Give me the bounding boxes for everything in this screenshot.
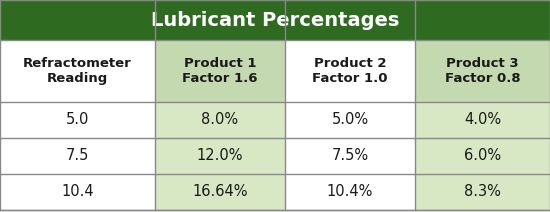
Bar [0, 174, 155, 210]
Text: 7.5%: 7.5% [332, 148, 368, 163]
Bar [285, 138, 415, 174]
Text: 10.4: 10.4 [61, 184, 94, 199]
Text: Product 1
Factor 1.6: Product 1 Factor 1.6 [182, 57, 258, 85]
Bar [0, 0, 550, 40]
Text: 8.3%: 8.3% [464, 184, 501, 199]
Text: 5.0%: 5.0% [332, 113, 368, 127]
Bar [415, 174, 550, 210]
Bar [285, 174, 415, 210]
Bar [0, 138, 155, 174]
Bar [155, 40, 285, 102]
Text: 4.0%: 4.0% [464, 113, 501, 127]
Bar [155, 102, 285, 138]
Text: 10.4%: 10.4% [327, 184, 373, 199]
Bar [0, 102, 155, 138]
Text: 6.0%: 6.0% [464, 148, 501, 163]
Text: 8.0%: 8.0% [201, 113, 239, 127]
Text: Refractometer
Reading: Refractometer Reading [23, 57, 132, 85]
Text: 12.0%: 12.0% [197, 148, 243, 163]
Text: Product 2
Factor 1.0: Product 2 Factor 1.0 [312, 57, 388, 85]
Bar [155, 174, 285, 210]
Text: 5.0: 5.0 [66, 113, 89, 127]
Text: 7.5: 7.5 [66, 148, 89, 163]
Bar [415, 102, 550, 138]
Bar [0, 40, 155, 102]
Text: Lubricant Percentages: Lubricant Percentages [151, 11, 399, 29]
Text: Product 3
Factor 0.8: Product 3 Factor 0.8 [445, 57, 520, 85]
Bar [415, 138, 550, 174]
Bar [285, 102, 415, 138]
Text: 16.64%: 16.64% [192, 184, 248, 199]
Bar [285, 40, 415, 102]
Bar [415, 40, 550, 102]
Bar [155, 138, 285, 174]
